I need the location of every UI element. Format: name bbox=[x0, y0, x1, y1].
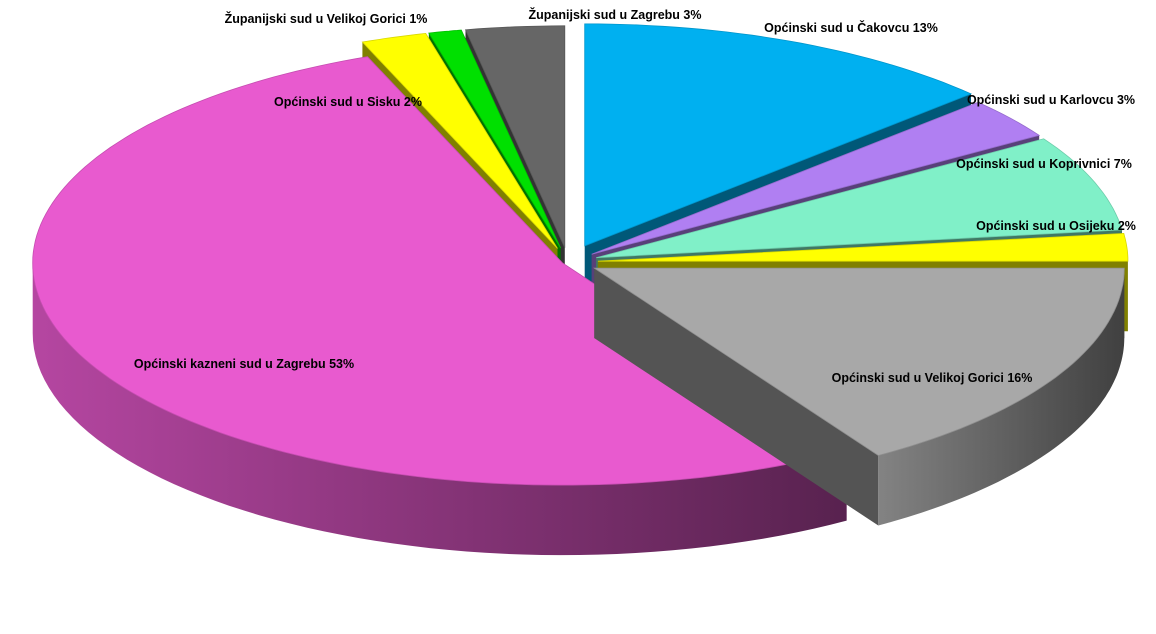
slice-label-zupanijski-sud-u-velikoj-gorici: Županijski sud u Velikoj Gorici 1% bbox=[225, 11, 428, 26]
slice-label-opcinski-sud-u-sisku: Općinski sud u Sisku 2% bbox=[274, 95, 422, 109]
labels-layer: Općinski sud u Čakovcu 13% Općinski sud u… bbox=[134, 7, 1136, 385]
slice-top-face bbox=[464, 25, 566, 248]
slice-top-face bbox=[592, 267, 1125, 456]
slice-label-zupanijski-sud-u-zagrebu: Županijski sud u Zagrebu 3% bbox=[529, 7, 702, 22]
slice-label-opcinski-sud-u-velikoj-gorici: Općinski sud u Velikoj Gorici 16% bbox=[832, 371, 1033, 385]
slice-opcinski-sud-u-velikoj-gorici bbox=[592, 267, 1125, 526]
slice-label-opcinski-kazneni-sud-u-zagrebu: Općinski kazneni sud u Zagrebu 53% bbox=[134, 357, 354, 371]
slice-top-face bbox=[584, 23, 973, 247]
slice-top-face bbox=[596, 138, 1123, 259]
slice-top-face bbox=[361, 32, 558, 249]
slice-label-opcinski-sud-u-karlovcu: Općinski sud u Karlovcu 3% bbox=[967, 93, 1135, 107]
slices-layer bbox=[32, 23, 1129, 556]
slice-outer-wall bbox=[878, 268, 1125, 526]
slice-top-face bbox=[591, 101, 1041, 255]
slice-top-face bbox=[32, 56, 848, 486]
slice-label-opcinski-sud-u-koprivnici: Općinski sud u Koprivnici 7% bbox=[956, 157, 1132, 171]
slice-outer-wall bbox=[32, 263, 847, 556]
slice-top-face bbox=[597, 232, 1129, 262]
slice-top-face bbox=[428, 29, 561, 249]
slice-label-opcinski-sud-u-cakovcu: Općinski sud u Čakovcu 13% bbox=[764, 20, 938, 35]
slice-side-wall bbox=[594, 268, 879, 526]
slice-label-opcinski-sud-u-osijeku: Općinski sud u Osijeku 2% bbox=[976, 219, 1136, 233]
